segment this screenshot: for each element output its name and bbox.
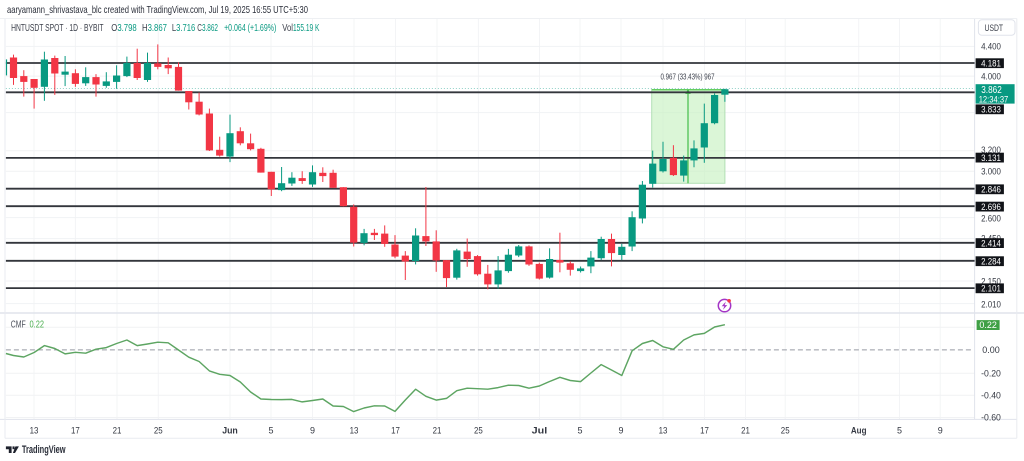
svg-text:O3.798: O3.798 [111,23,137,34]
svg-text:+0.064 (+1.69%): +0.064 (+1.69%) [224,23,276,34]
svg-text:5: 5 [269,425,274,436]
svg-text:2.101: 2.101 [981,284,1001,295]
svg-text:9: 9 [310,425,315,436]
svg-text:13: 13 [659,425,668,436]
svg-text:L3.716: L3.716 [172,23,196,34]
svg-text:CMF: CMF [11,319,26,330]
svg-text:0.967 (33.43%) 967: 0.967 (33.43%) 967 [661,71,715,81]
svg-text:-0.60: -0.60 [981,412,1001,423]
svg-text:3.200: 3.200 [981,145,1001,156]
svg-text:aaryamann_shrivastava_blc crea: aaryamann_shrivastava_blc created with T… [7,5,308,16]
svg-text:Vol: Vol [282,23,293,34]
svg-text:13: 13 [30,425,39,436]
svg-text:TradingView: TradingView [22,444,66,456]
svg-text:2.414: 2.414 [981,238,1001,249]
svg-text:4.181: 4.181 [981,59,1001,70]
svg-text:-0.20: -0.20 [981,369,1001,380]
svg-text:5: 5 [578,425,583,436]
svg-text:12:34:37: 12:34:37 [979,93,1009,104]
svg-text:2.846: 2.846 [981,185,1001,196]
svg-text:0.22: 0.22 [979,320,997,331]
svg-text:25: 25 [474,425,483,436]
svg-text:4.400: 4.400 [981,42,1001,53]
svg-text:5: 5 [897,425,902,436]
svg-text:H3.867: H3.867 [142,23,167,34]
svg-text:2.150: 2.150 [981,276,1001,287]
svg-text:-0.40: -0.40 [981,391,1001,402]
svg-text:4.000: 4.000 [981,71,1001,82]
svg-text:0.00: 0.00 [982,345,1000,356]
svg-text:21: 21 [433,425,442,436]
svg-text:USDT: USDT [985,23,1004,34]
svg-text:3.131: 3.131 [981,153,1001,164]
svg-text:21: 21 [741,425,750,436]
svg-text:Aug: Aug [851,425,867,436]
svg-text:2.696: 2.696 [981,202,1001,213]
svg-text:13: 13 [350,425,359,436]
svg-text:HNTUSDT SPOT · 1D · BYBIT: HNTUSDT SPOT · 1D · BYBIT [11,23,103,34]
svg-text:25: 25 [154,425,163,436]
svg-text:2.284: 2.284 [981,257,1001,268]
svg-text:2.010: 2.010 [981,299,1001,310]
svg-text:2.600: 2.600 [981,214,1001,225]
svg-text:17: 17 [391,425,400,436]
svg-text:0.22: 0.22 [30,319,45,330]
svg-text:21: 21 [113,425,122,436]
svg-text:9: 9 [938,425,943,436]
svg-text:Jul: Jul [532,425,548,436]
svg-text:17: 17 [700,425,709,436]
svg-text:Jun: Jun [222,425,238,436]
svg-text:25: 25 [781,425,790,436]
svg-text:17: 17 [71,425,80,436]
svg-text:C3.862: C3.862 [197,23,218,34]
svg-text:9: 9 [619,425,624,436]
svg-text:3.862: 3.862 [981,85,1002,96]
svg-text:3.833: 3.833 [981,105,1001,116]
svg-text:155.19 K: 155.19 K [293,23,320,34]
svg-text:3.000: 3.000 [981,167,1001,178]
